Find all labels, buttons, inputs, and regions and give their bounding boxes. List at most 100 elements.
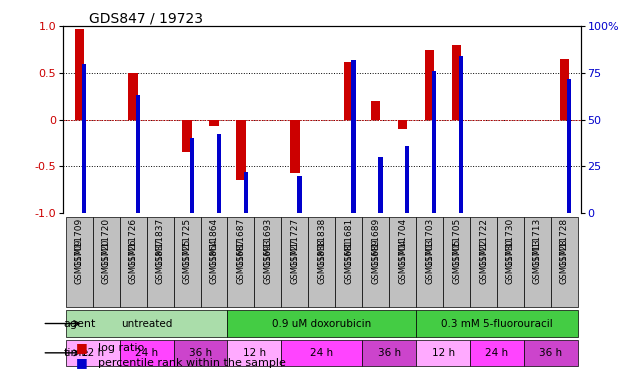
Text: GSM11687: GSM11687 [237, 238, 245, 284]
Bar [182, 120, 192, 152]
FancyBboxPatch shape [416, 340, 470, 366]
FancyBboxPatch shape [416, 217, 443, 307]
Text: GSM11837: GSM11837 [156, 217, 165, 267]
Text: GSM11727: GSM11727 [290, 217, 299, 267]
Text: GSM11728: GSM11728 [560, 238, 569, 284]
Text: GSM11705: GSM11705 [452, 238, 461, 284]
FancyBboxPatch shape [443, 217, 470, 307]
FancyBboxPatch shape [281, 217, 309, 307]
Bar [209, 120, 219, 126]
FancyBboxPatch shape [362, 217, 389, 307]
Text: GSM11730: GSM11730 [506, 238, 515, 284]
Text: GSM11837: GSM11837 [156, 238, 165, 284]
Text: GSM11709: GSM11709 [74, 238, 84, 284]
Text: GSM11703: GSM11703 [425, 238, 434, 284]
Text: GSM11720: GSM11720 [102, 217, 110, 267]
Text: GSM11720: GSM11720 [102, 238, 110, 284]
Text: GSM11687: GSM11687 [237, 217, 245, 267]
Bar [371, 101, 380, 120]
FancyBboxPatch shape [66, 217, 93, 307]
FancyBboxPatch shape [470, 340, 524, 366]
Bar [398, 120, 408, 129]
Text: GSM11681: GSM11681 [345, 217, 353, 267]
Text: 24 h: 24 h [310, 348, 333, 358]
Text: GSM11838: GSM11838 [317, 238, 326, 284]
Text: agent: agent [64, 318, 96, 328]
Bar [216, 135, 221, 213]
Bar [459, 56, 463, 213]
Text: 12 h: 12 h [81, 348, 104, 358]
Text: 36 h: 36 h [377, 348, 401, 358]
Text: GSM11864: GSM11864 [209, 238, 218, 284]
Text: GSM11722: GSM11722 [479, 217, 488, 267]
Text: GSM11693: GSM11693 [263, 217, 273, 267]
Bar [425, 50, 434, 120]
Text: GSM11705: GSM11705 [452, 217, 461, 267]
Text: percentile rank within the sample: percentile rank within the sample [98, 358, 286, 368]
FancyBboxPatch shape [228, 310, 416, 337]
Text: GSM11728: GSM11728 [560, 217, 569, 267]
FancyBboxPatch shape [524, 217, 551, 307]
Text: 24 h: 24 h [485, 348, 509, 358]
Bar [344, 62, 353, 120]
Text: GSM11713: GSM11713 [533, 217, 542, 267]
FancyBboxPatch shape [146, 217, 174, 307]
FancyBboxPatch shape [254, 217, 281, 307]
Text: GSM11726: GSM11726 [129, 238, 138, 284]
FancyBboxPatch shape [174, 217, 201, 307]
Bar [452, 45, 461, 120]
FancyBboxPatch shape [497, 217, 524, 307]
Bar [405, 146, 410, 213]
Bar [236, 120, 245, 180]
Text: 36 h: 36 h [540, 348, 562, 358]
Bar [567, 78, 571, 213]
Bar [297, 176, 302, 213]
Text: untreated: untreated [121, 318, 172, 328]
Bar [351, 60, 356, 213]
FancyBboxPatch shape [120, 217, 146, 307]
Text: GSM11725: GSM11725 [182, 217, 192, 267]
FancyBboxPatch shape [66, 310, 228, 337]
FancyBboxPatch shape [120, 340, 174, 366]
Text: GDS847 / 19723: GDS847 / 19723 [89, 11, 203, 25]
Text: 24 h: 24 h [135, 348, 158, 358]
FancyBboxPatch shape [281, 340, 362, 366]
Bar [290, 120, 300, 173]
FancyBboxPatch shape [174, 340, 228, 366]
Bar [432, 71, 437, 213]
Bar [379, 157, 382, 213]
Text: 0.9 uM doxorubicin: 0.9 uM doxorubicin [272, 318, 372, 328]
Text: 12 h: 12 h [243, 348, 266, 358]
Text: time: time [64, 348, 89, 358]
Bar [190, 138, 194, 213]
Text: GSM11725: GSM11725 [182, 238, 192, 284]
Text: GSM11693: GSM11693 [263, 238, 273, 284]
Text: 12 h: 12 h [432, 348, 455, 358]
FancyBboxPatch shape [470, 217, 497, 307]
Text: GSM11704: GSM11704 [398, 217, 407, 267]
FancyBboxPatch shape [389, 217, 416, 307]
FancyBboxPatch shape [416, 310, 578, 337]
FancyBboxPatch shape [524, 340, 578, 366]
Text: log ratio: log ratio [98, 343, 144, 352]
Text: 36 h: 36 h [189, 348, 212, 358]
Text: GSM11689: GSM11689 [371, 238, 380, 284]
Text: 0.3 mM 5-fluorouracil: 0.3 mM 5-fluorouracil [441, 318, 553, 328]
Text: GSM11727: GSM11727 [290, 238, 299, 284]
Text: GSM11703: GSM11703 [425, 217, 434, 267]
Bar [82, 64, 86, 213]
Bar [560, 59, 569, 120]
FancyBboxPatch shape [228, 340, 281, 366]
Text: GSM11730: GSM11730 [506, 217, 515, 267]
Text: ■: ■ [76, 356, 88, 369]
Bar [244, 172, 248, 213]
Text: GSM11713: GSM11713 [533, 238, 542, 284]
FancyBboxPatch shape [66, 340, 120, 366]
FancyBboxPatch shape [335, 217, 362, 307]
Bar [129, 73, 138, 120]
Text: GSM11726: GSM11726 [129, 217, 138, 267]
Text: GSM11689: GSM11689 [371, 217, 380, 267]
Text: GSM11864: GSM11864 [209, 217, 218, 267]
FancyBboxPatch shape [362, 340, 416, 366]
Text: ■: ■ [76, 340, 88, 354]
